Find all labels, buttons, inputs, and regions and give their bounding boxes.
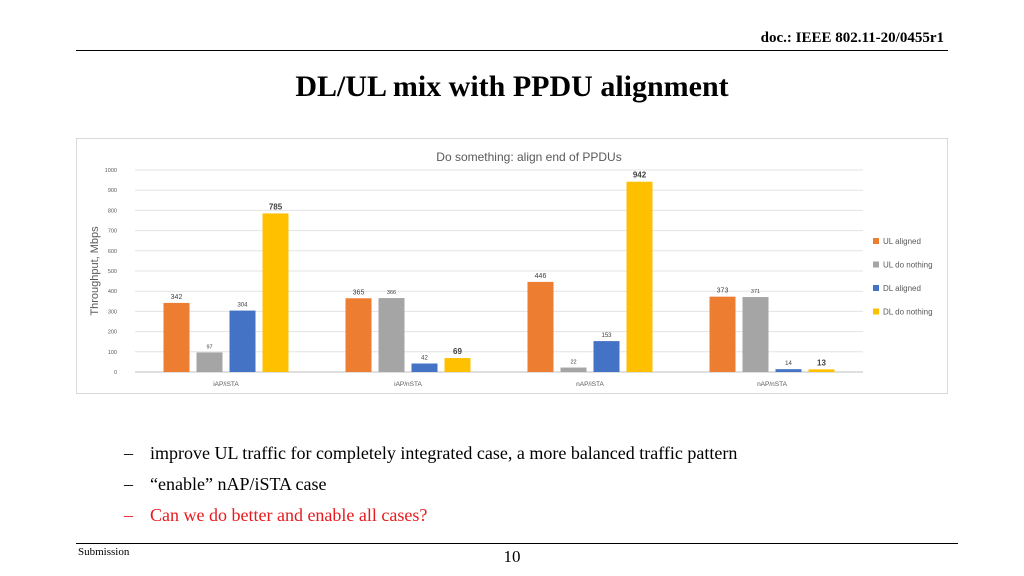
- y-tick-label: 0: [114, 370, 117, 376]
- footer-submission: Submission: [78, 546, 130, 558]
- bar-value-label: 22: [570, 360, 576, 366]
- bar-value-label: 373: [717, 288, 729, 295]
- bar: [163, 302, 190, 372]
- header-divider: [76, 50, 948, 51]
- bar: [262, 213, 289, 372]
- slide-title: DL/UL mix with PPDU alignment: [295, 70, 729, 103]
- chart-title: Do something: align end of PPDUs: [436, 150, 621, 164]
- bar: [444, 358, 471, 372]
- bar-value-label: 42: [421, 356, 428, 362]
- bar: [378, 298, 405, 372]
- bar: [775, 369, 802, 372]
- legend-swatch: [873, 285, 879, 291]
- legend-swatch: [873, 238, 879, 244]
- chart-frame: Do something: align end of PPDUs Throughp…: [76, 138, 948, 394]
- bar: [560, 367, 587, 372]
- bar: [345, 298, 372, 372]
- bar-value-label: 13: [817, 358, 826, 367]
- bar: [626, 181, 653, 372]
- bullet-dash: –: [124, 443, 133, 463]
- bar-value-label: 446: [535, 273, 547, 280]
- bar-value-label: 366: [387, 290, 396, 296]
- bar-value-label: 69: [453, 347, 462, 356]
- bullet-item-1: – improve UL traffic for completely integ…: [124, 440, 737, 471]
- document-id: doc.: IEEE 802.11-20/0455r1: [760, 30, 944, 46]
- x-tick-label: iAP/iSTA: [213, 381, 239, 388]
- bar-value-label: 342: [171, 294, 183, 301]
- bar: [593, 341, 620, 372]
- bar-value-label: 14: [785, 361, 792, 367]
- bar-value-label: 304: [237, 303, 248, 309]
- y-tick-label: 100: [108, 350, 117, 356]
- y-tick-label: 200: [108, 330, 117, 336]
- bar-value-label: 371: [751, 289, 760, 295]
- legend-label: UL do nothing: [883, 261, 933, 270]
- bar-value-label: 365: [353, 289, 365, 296]
- bar: [527, 281, 554, 372]
- page-number: 10: [503, 547, 521, 566]
- bar: [709, 296, 736, 372]
- y-tick-label: 500: [108, 269, 117, 275]
- x-tick-label: nAP/iSTA: [576, 381, 604, 388]
- bullet-text: “enable” nAP/iSTA case: [150, 474, 327, 494]
- bullet-dash: –: [124, 474, 133, 494]
- bar-value-label: 942: [633, 171, 647, 180]
- legend-label: DL aligned: [883, 284, 921, 293]
- x-tick-label: iAP/nSTA: [394, 381, 422, 388]
- y-tick-label: 700: [108, 229, 117, 235]
- bullet-list: – improve UL traffic for completely integ…: [124, 440, 737, 533]
- legend-label: UL aligned: [883, 237, 921, 246]
- y-tick-label: 1000: [105, 168, 117, 174]
- legend-label: DL do nothing: [883, 308, 933, 317]
- bar: [229, 310, 256, 372]
- y-axis-label: Throughput, Mbps: [89, 226, 101, 316]
- y-tick-label: 300: [108, 309, 117, 315]
- bar-value-label: 785: [269, 202, 283, 211]
- bar: [411, 363, 438, 372]
- bar-value-label: 97: [206, 344, 212, 350]
- bar: [808, 369, 835, 372]
- bar-chart: Do something: align end of PPDUs Throughp…: [89, 150, 933, 388]
- bullet-text: Can we do better and enable all cases?: [150, 505, 428, 525]
- y-tick-label: 400: [108, 289, 117, 295]
- bar: [742, 297, 769, 372]
- y-tick-label: 600: [108, 249, 117, 255]
- bar: [196, 352, 223, 372]
- y-tick-label: 900: [108, 188, 117, 194]
- bullet-text: improve UL traffic for completely integr…: [150, 443, 738, 463]
- legend-swatch: [873, 261, 879, 268]
- bar-value-label: 153: [601, 333, 612, 339]
- bullet-dash: –: [124, 505, 133, 525]
- bullet-item-2: – “enable” nAP/iSTA case: [124, 471, 737, 502]
- y-tick-label: 800: [108, 208, 117, 214]
- legend-swatch: [873, 308, 879, 315]
- footer-divider: [76, 543, 958, 544]
- bullet-item-3: – Can we do better and enable all cases?: [124, 502, 737, 533]
- x-tick-label: nAP/nSTA: [757, 381, 788, 388]
